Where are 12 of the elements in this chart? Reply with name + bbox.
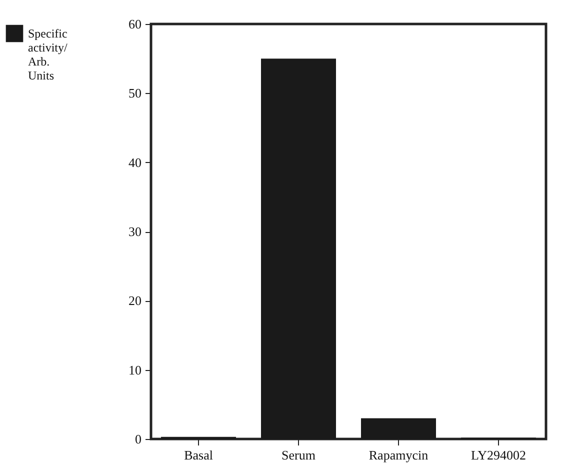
y-tick-label: 40: [128, 154, 142, 170]
x-tick-label: Serum: [282, 448, 316, 462]
y-tick-label: 60: [128, 16, 142, 32]
y-tick-label: 50: [128, 86, 142, 101]
x-tick-label: LY294002: [470, 448, 526, 462]
y-tick-label: 30: [128, 224, 142, 239]
y-tick-label: 0: [135, 432, 142, 446]
y-tick-label: 10: [128, 362, 142, 378]
y-tick-label: 20: [128, 293, 142, 308]
x-tick-label: Basal: [184, 448, 214, 462]
legend-label: Specific activity/ Arb. Units: [28, 26, 68, 82]
x-tick-label: Rapamycin: [368, 448, 429, 462]
